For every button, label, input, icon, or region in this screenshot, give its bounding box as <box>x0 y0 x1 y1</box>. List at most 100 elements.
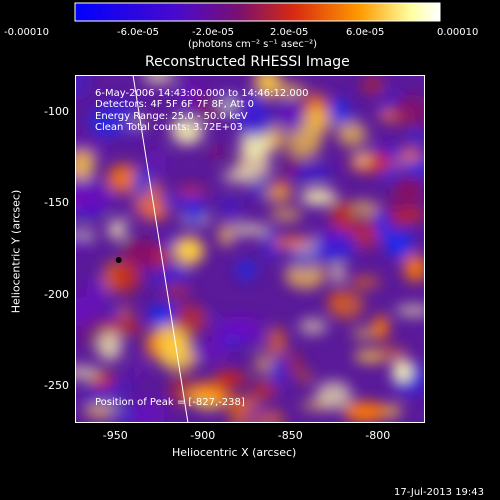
heatmap-blob <box>299 371 313 384</box>
heatmap-blob <box>218 397 261 409</box>
colorbar <box>74 2 441 22</box>
heatmap-blob <box>279 100 305 133</box>
heatmap-blob <box>121 238 159 267</box>
heatmap-blob <box>403 254 425 283</box>
heatmap-blob <box>196 92 209 117</box>
heatmap-blob <box>272 236 310 248</box>
heatmap-blob <box>331 264 345 283</box>
heatmap-blob <box>183 194 206 227</box>
colorbar-tick-label: -2.0e-05 <box>192 27 234 38</box>
heatmap-blob <box>264 228 278 261</box>
heatmap-blob <box>173 304 208 334</box>
heatmap-blob <box>343 401 388 423</box>
heatmap-blob <box>236 259 257 281</box>
y-tick-label: -250 <box>44 379 69 393</box>
colorbar-gradient <box>74 2 441 22</box>
heatmap-blob <box>269 208 303 222</box>
heatmap-blob <box>284 152 302 175</box>
x-tick-label: -950 <box>102 429 128 442</box>
heatmap-blob <box>217 198 242 215</box>
heatmap-blob <box>122 208 154 219</box>
colorbar-tick-label: -6.0e-05 <box>117 27 159 38</box>
heatmap-blob <box>188 343 230 359</box>
heatmap-blob <box>171 115 204 145</box>
heatmap-blob <box>210 146 224 160</box>
heatmap-blob <box>75 75 89 99</box>
heatmap-blob <box>100 318 144 336</box>
heatmap-blob <box>173 236 205 266</box>
heatmap-blob <box>250 406 266 421</box>
heatmap-blob <box>142 75 175 85</box>
heatmap-blob <box>327 290 364 320</box>
heatmap-blob <box>284 261 326 289</box>
heatmap-blob <box>104 307 119 322</box>
heatmap-blob <box>385 229 413 258</box>
heatmap-blob <box>82 386 123 408</box>
heatmap-blob <box>244 334 267 348</box>
heatmap-blob <box>75 365 100 380</box>
x-axis-label: Heliocentric X (arcsec) <box>172 446 297 459</box>
heatmap-blob <box>182 104 198 125</box>
heatmap-blob <box>75 296 97 326</box>
heatmap-blob <box>147 148 168 174</box>
x-tick-label: -900 <box>190 429 216 442</box>
heatmap-blob <box>144 332 163 361</box>
heatmap-blob <box>251 383 277 397</box>
heatmap-blob <box>131 359 145 378</box>
heatmap-blob <box>268 326 287 360</box>
heatmap-blob <box>119 304 132 321</box>
annotation-time-range: 6-May-2006 14:43:00.000 to 14:46:12.000 <box>95 88 309 99</box>
heatmap-blob <box>362 76 384 95</box>
heatmap-blob <box>353 151 371 169</box>
heatmap-blob <box>349 200 377 216</box>
heatmap-blob <box>159 342 198 371</box>
heatmap-blobs <box>75 75 425 423</box>
heatmap-blob <box>233 223 269 236</box>
heatmap-blob <box>330 200 354 231</box>
heatmap-blob <box>219 316 264 338</box>
heatmap-blob <box>101 99 139 126</box>
heatmap-blob <box>400 158 425 176</box>
colorbar-tick-label: 2.0e-05 <box>270 27 309 38</box>
y-axis-label: Heliocentric Y (arcsec) <box>9 189 23 314</box>
heatmap-blob <box>298 318 328 335</box>
footer-timestamp: 17-Jul-2013 19:43 <box>394 487 485 498</box>
heatmap-blob <box>132 168 151 200</box>
y-tick-label: -150 <box>44 196 69 210</box>
x-tick-label: -800 <box>365 429 391 442</box>
heatmap-blob <box>288 351 302 377</box>
heatmap-blob <box>162 282 191 299</box>
heatmap-blob <box>176 185 207 199</box>
heatmap-blob <box>376 347 408 361</box>
colorbar-tick-label: -0.00010 <box>4 27 49 38</box>
heatmap-blob <box>229 406 247 423</box>
heatmap-blob <box>315 381 352 409</box>
heatmap-blob <box>300 188 337 205</box>
heatmap-blob <box>336 122 367 147</box>
colorbar-tick-label: 0.00010 <box>437 27 479 38</box>
chart-title: Reconstructed RHESSI Image <box>145 54 350 70</box>
minimum-marker <box>115 256 122 263</box>
heatmap-blob <box>272 354 285 387</box>
heatmap-blob <box>392 359 412 382</box>
heatmap-blob <box>175 83 203 107</box>
heatmap-blob <box>111 261 142 293</box>
heatmap-blob <box>236 104 274 138</box>
heatmap-blob <box>108 380 136 391</box>
peak-position-label: Position of Peak = [-827,-238] <box>95 397 245 408</box>
heatmap-blob <box>373 314 389 340</box>
heatmap-blob <box>254 353 272 375</box>
solar-limb-line <box>132 75 189 423</box>
heatmap-blob <box>108 219 127 240</box>
heatmap-blob <box>239 130 271 160</box>
colorbar-unit-label: (photons cm⁻² s⁻¹ asec⁻²) <box>188 39 318 50</box>
heatmap-blob <box>245 95 263 108</box>
heatmap-blob <box>389 183 423 215</box>
y-tick-label: -100 <box>44 104 69 118</box>
heatmap-blob <box>409 122 423 152</box>
y-tick-label: -200 <box>44 287 69 301</box>
annotation-detectors: Detectors: 4F 5F 6F 7F 8F, Att 0 <box>95 99 255 110</box>
heatmap-blob <box>236 153 272 179</box>
heatmap-blob <box>218 224 234 247</box>
